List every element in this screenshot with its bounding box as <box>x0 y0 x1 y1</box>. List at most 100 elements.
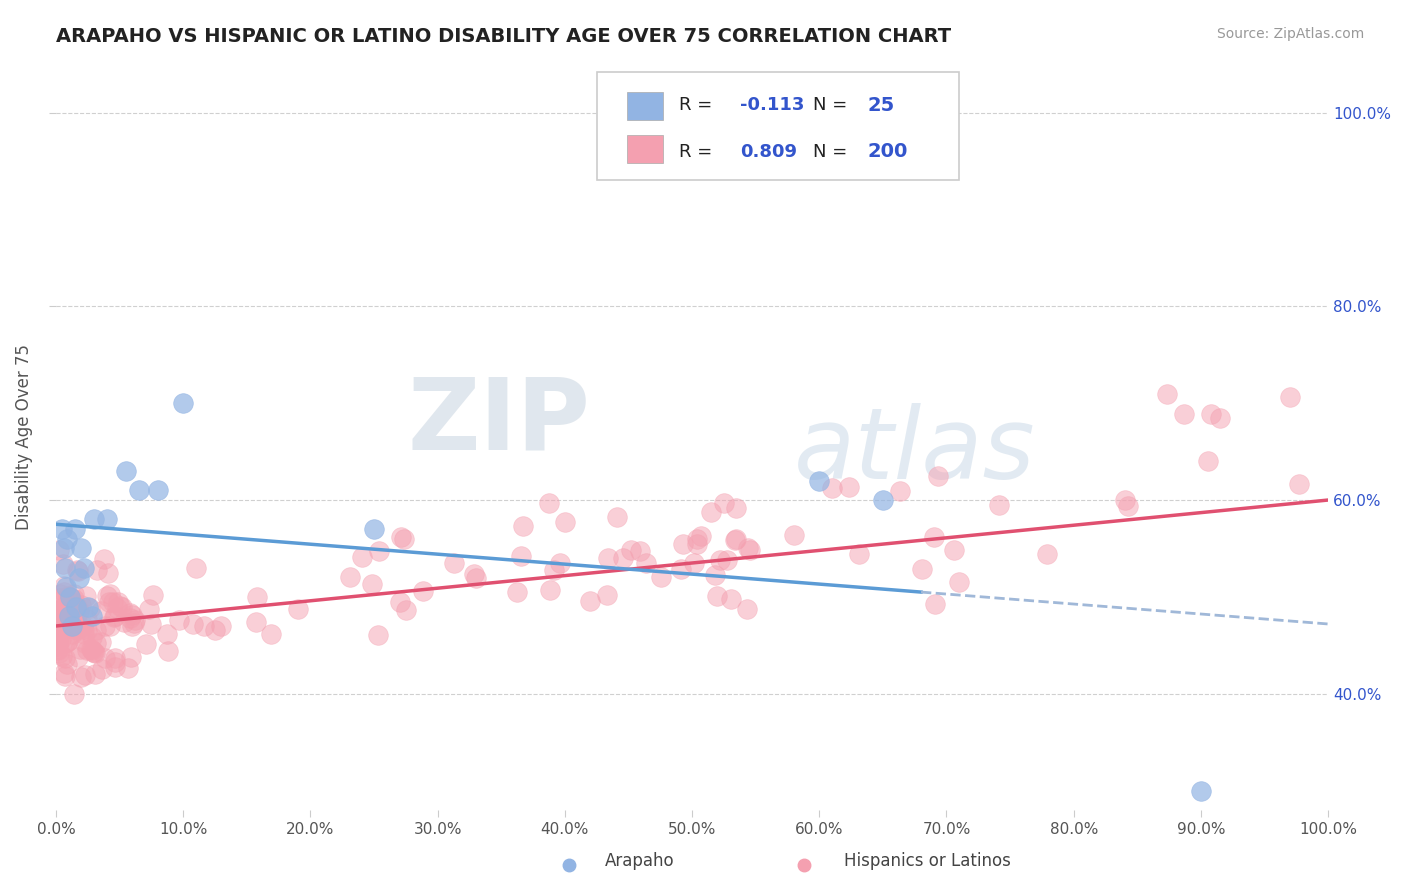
Point <box>55 580 77 594</box>
Point <box>103 595 125 609</box>
Point <box>52 578 75 592</box>
Point <box>388 595 411 609</box>
Point <box>737 541 759 555</box>
Point <box>650 570 672 584</box>
Point <box>186 560 208 574</box>
Point <box>128 483 150 498</box>
Point <box>53 585 76 599</box>
Point <box>103 610 125 624</box>
Point <box>808 474 831 488</box>
Point <box>76 643 98 657</box>
Point <box>58 609 80 624</box>
Point <box>84 666 107 681</box>
Point <box>76 599 98 614</box>
Point <box>172 396 194 410</box>
Point <box>62 619 84 633</box>
Point <box>76 589 98 603</box>
Text: Arapaho: Arapaho <box>605 852 675 870</box>
Point <box>63 596 86 610</box>
FancyBboxPatch shape <box>596 71 959 179</box>
Point <box>193 619 215 633</box>
Point <box>52 665 75 680</box>
Point <box>62 688 84 702</box>
Point <box>52 600 75 615</box>
Point <box>1189 783 1212 797</box>
Point <box>49 586 72 600</box>
Point <box>80 609 103 624</box>
Point <box>181 617 204 632</box>
Point <box>80 643 103 657</box>
Point <box>48 635 70 649</box>
Point <box>62 627 84 641</box>
Point <box>84 646 107 660</box>
Point <box>46 605 69 619</box>
Point <box>73 667 96 681</box>
Point <box>107 595 129 609</box>
Text: 0.809: 0.809 <box>741 143 797 161</box>
Point <box>889 484 911 499</box>
Point <box>118 611 141 625</box>
Point <box>55 604 77 618</box>
Point <box>538 582 561 597</box>
Text: -0.113: -0.113 <box>741 96 804 114</box>
Point <box>91 661 114 675</box>
Point <box>146 483 169 498</box>
Text: 200: 200 <box>868 142 908 161</box>
Point <box>98 587 121 601</box>
Point <box>596 588 619 602</box>
Point <box>98 619 121 633</box>
Point <box>51 593 73 607</box>
Point <box>59 591 82 605</box>
Point <box>70 671 93 685</box>
Point <box>65 622 87 636</box>
Point <box>48 642 70 657</box>
Point <box>96 589 118 603</box>
Point <box>51 619 73 633</box>
Point <box>53 651 76 665</box>
Point <box>83 512 105 526</box>
Point <box>84 623 107 637</box>
Point <box>700 504 723 518</box>
Point <box>821 482 844 496</box>
Point <box>52 601 75 615</box>
Point <box>724 532 747 546</box>
Point <box>848 547 870 561</box>
Point <box>704 568 727 582</box>
Point <box>69 642 91 657</box>
Point <box>339 570 361 584</box>
Text: 25: 25 <box>868 95 894 114</box>
Point <box>1036 547 1059 561</box>
Point <box>394 603 416 617</box>
Point <box>135 637 157 651</box>
Point <box>167 613 190 627</box>
Point <box>204 623 226 637</box>
Point <box>66 563 89 577</box>
Point <box>46 632 69 646</box>
Point <box>367 628 389 642</box>
Point <box>66 621 89 635</box>
Point <box>260 627 283 641</box>
Point <box>669 562 692 576</box>
Point <box>104 655 127 669</box>
Point <box>63 612 86 626</box>
Point <box>124 613 146 627</box>
Point <box>740 542 762 557</box>
Point <box>66 600 89 615</box>
Text: Hispanics or Latinos: Hispanics or Latinos <box>844 852 1011 870</box>
Point <box>672 537 695 551</box>
Point <box>98 594 121 608</box>
Point <box>141 617 163 632</box>
Point <box>1208 411 1230 425</box>
Point <box>463 566 485 581</box>
Point <box>713 496 735 510</box>
Point <box>79 601 101 615</box>
Point <box>96 512 118 526</box>
Point <box>46 640 69 654</box>
Point <box>51 648 73 663</box>
Point <box>716 552 738 566</box>
Point <box>924 530 946 544</box>
Point <box>52 615 75 630</box>
Text: ZIP: ZIP <box>408 374 591 471</box>
Point <box>46 632 69 646</box>
Text: Source: ZipAtlas.com: Source: ZipAtlas.com <box>1216 27 1364 41</box>
